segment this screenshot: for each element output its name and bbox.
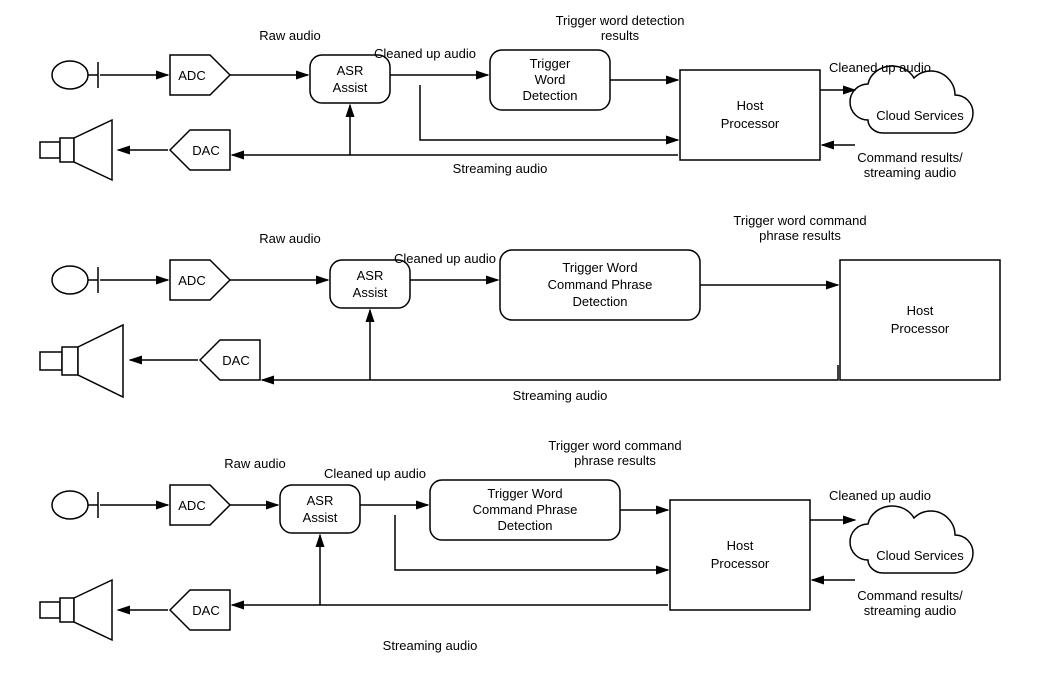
stream-label: Streaming audio	[453, 161, 548, 176]
adc3-label: ADC	[178, 498, 205, 513]
microphone-icon	[52, 61, 88, 89]
clean2-label: Cleaned up audio	[829, 60, 931, 75]
asr2-l1: ASR	[357, 268, 384, 283]
cleaned-label: Cleaned up audio	[374, 46, 476, 61]
twd-l3: Detection	[523, 88, 578, 103]
speaker-icon	[40, 120, 112, 180]
host-block	[670, 500, 810, 610]
host3-l2: Processor	[711, 556, 770, 571]
twd-l2: Word	[535, 72, 566, 87]
cmdres3-l2: streaming audio	[864, 603, 957, 618]
trig2-l1: Trigger word command	[733, 213, 866, 228]
trig3-l1: Trigger word command	[548, 438, 681, 453]
host-l2: Processor	[721, 116, 780, 131]
host-block	[840, 260, 1000, 380]
cmdres3-l1: Command results/	[857, 588, 963, 603]
twcp2-l3: Detection	[573, 294, 628, 309]
clean2-label: Cleaned up audio	[394, 251, 496, 266]
host2-l1: Host	[907, 303, 934, 318]
adc-label-2: ADC	[178, 273, 205, 288]
dac-label: DAC	[192, 143, 219, 158]
host2-l2: Processor	[891, 321, 950, 336]
cmdres-l2: streaming audio	[864, 165, 957, 180]
dac3-label: DAC	[192, 603, 219, 618]
trigres-l1: Trigger word detection	[556, 13, 685, 28]
microphone-icon	[52, 266, 88, 294]
cloud3-label: Cloud Services	[876, 548, 964, 563]
host3-l1: Host	[727, 538, 754, 553]
asr2-l2: Assist	[353, 285, 388, 300]
clean3-label: Cleaned up audio	[324, 466, 426, 481]
panel-2: ADC ASR Assist Trigger Word Command Phra…	[40, 213, 1000, 403]
asr-label-1: ASR	[337, 63, 364, 78]
trigres-l2: results	[601, 28, 640, 43]
stream2-label: Streaming audio	[513, 388, 608, 403]
twcp3-l3: Detection	[498, 518, 553, 533]
cloud-label: Cloud Services	[876, 108, 964, 123]
microphone-icon	[52, 491, 88, 519]
raw2-label: Raw audio	[259, 231, 320, 246]
twcp3-l1: Trigger Word	[487, 486, 562, 501]
dac-label-2: DAC	[222, 353, 249, 368]
trig3-l2: phrase results	[574, 453, 656, 468]
raw3-label: Raw audio	[224, 456, 285, 471]
stream3-label: Streaming audio	[383, 638, 478, 653]
clean3b-label: Cleaned up audio	[829, 488, 931, 503]
speaker-icon	[40, 580, 112, 640]
host-l1: Host	[737, 98, 764, 113]
asr3-l1: ASR	[307, 493, 334, 508]
panel-1: ADC ASR Assist Trigger Word Detection Ho…	[40, 13, 973, 180]
twcp3-l2: Command Phrase	[473, 502, 578, 517]
twd-l1: Trigger	[530, 56, 571, 71]
panel-3: ADC ASR Assist Trigger Word Command Phra…	[40, 438, 973, 653]
adc-label: ADC	[178, 68, 205, 83]
diagram-canvas: ADC ASR Assist Trigger Word Detection Ho…	[0, 0, 1057, 687]
cmdres-l1: Command results/	[857, 150, 963, 165]
host-block	[680, 70, 820, 160]
trig2-l2: phrase results	[759, 228, 841, 243]
twcp2-l2: Command Phrase	[548, 277, 653, 292]
asr3-l2: Assist	[303, 510, 338, 525]
asr-label-2: Assist	[333, 80, 368, 95]
raw-audio-label: Raw audio	[259, 28, 320, 43]
twcp2-l1: Trigger Word	[562, 260, 637, 275]
speaker-icon	[40, 325, 123, 397]
